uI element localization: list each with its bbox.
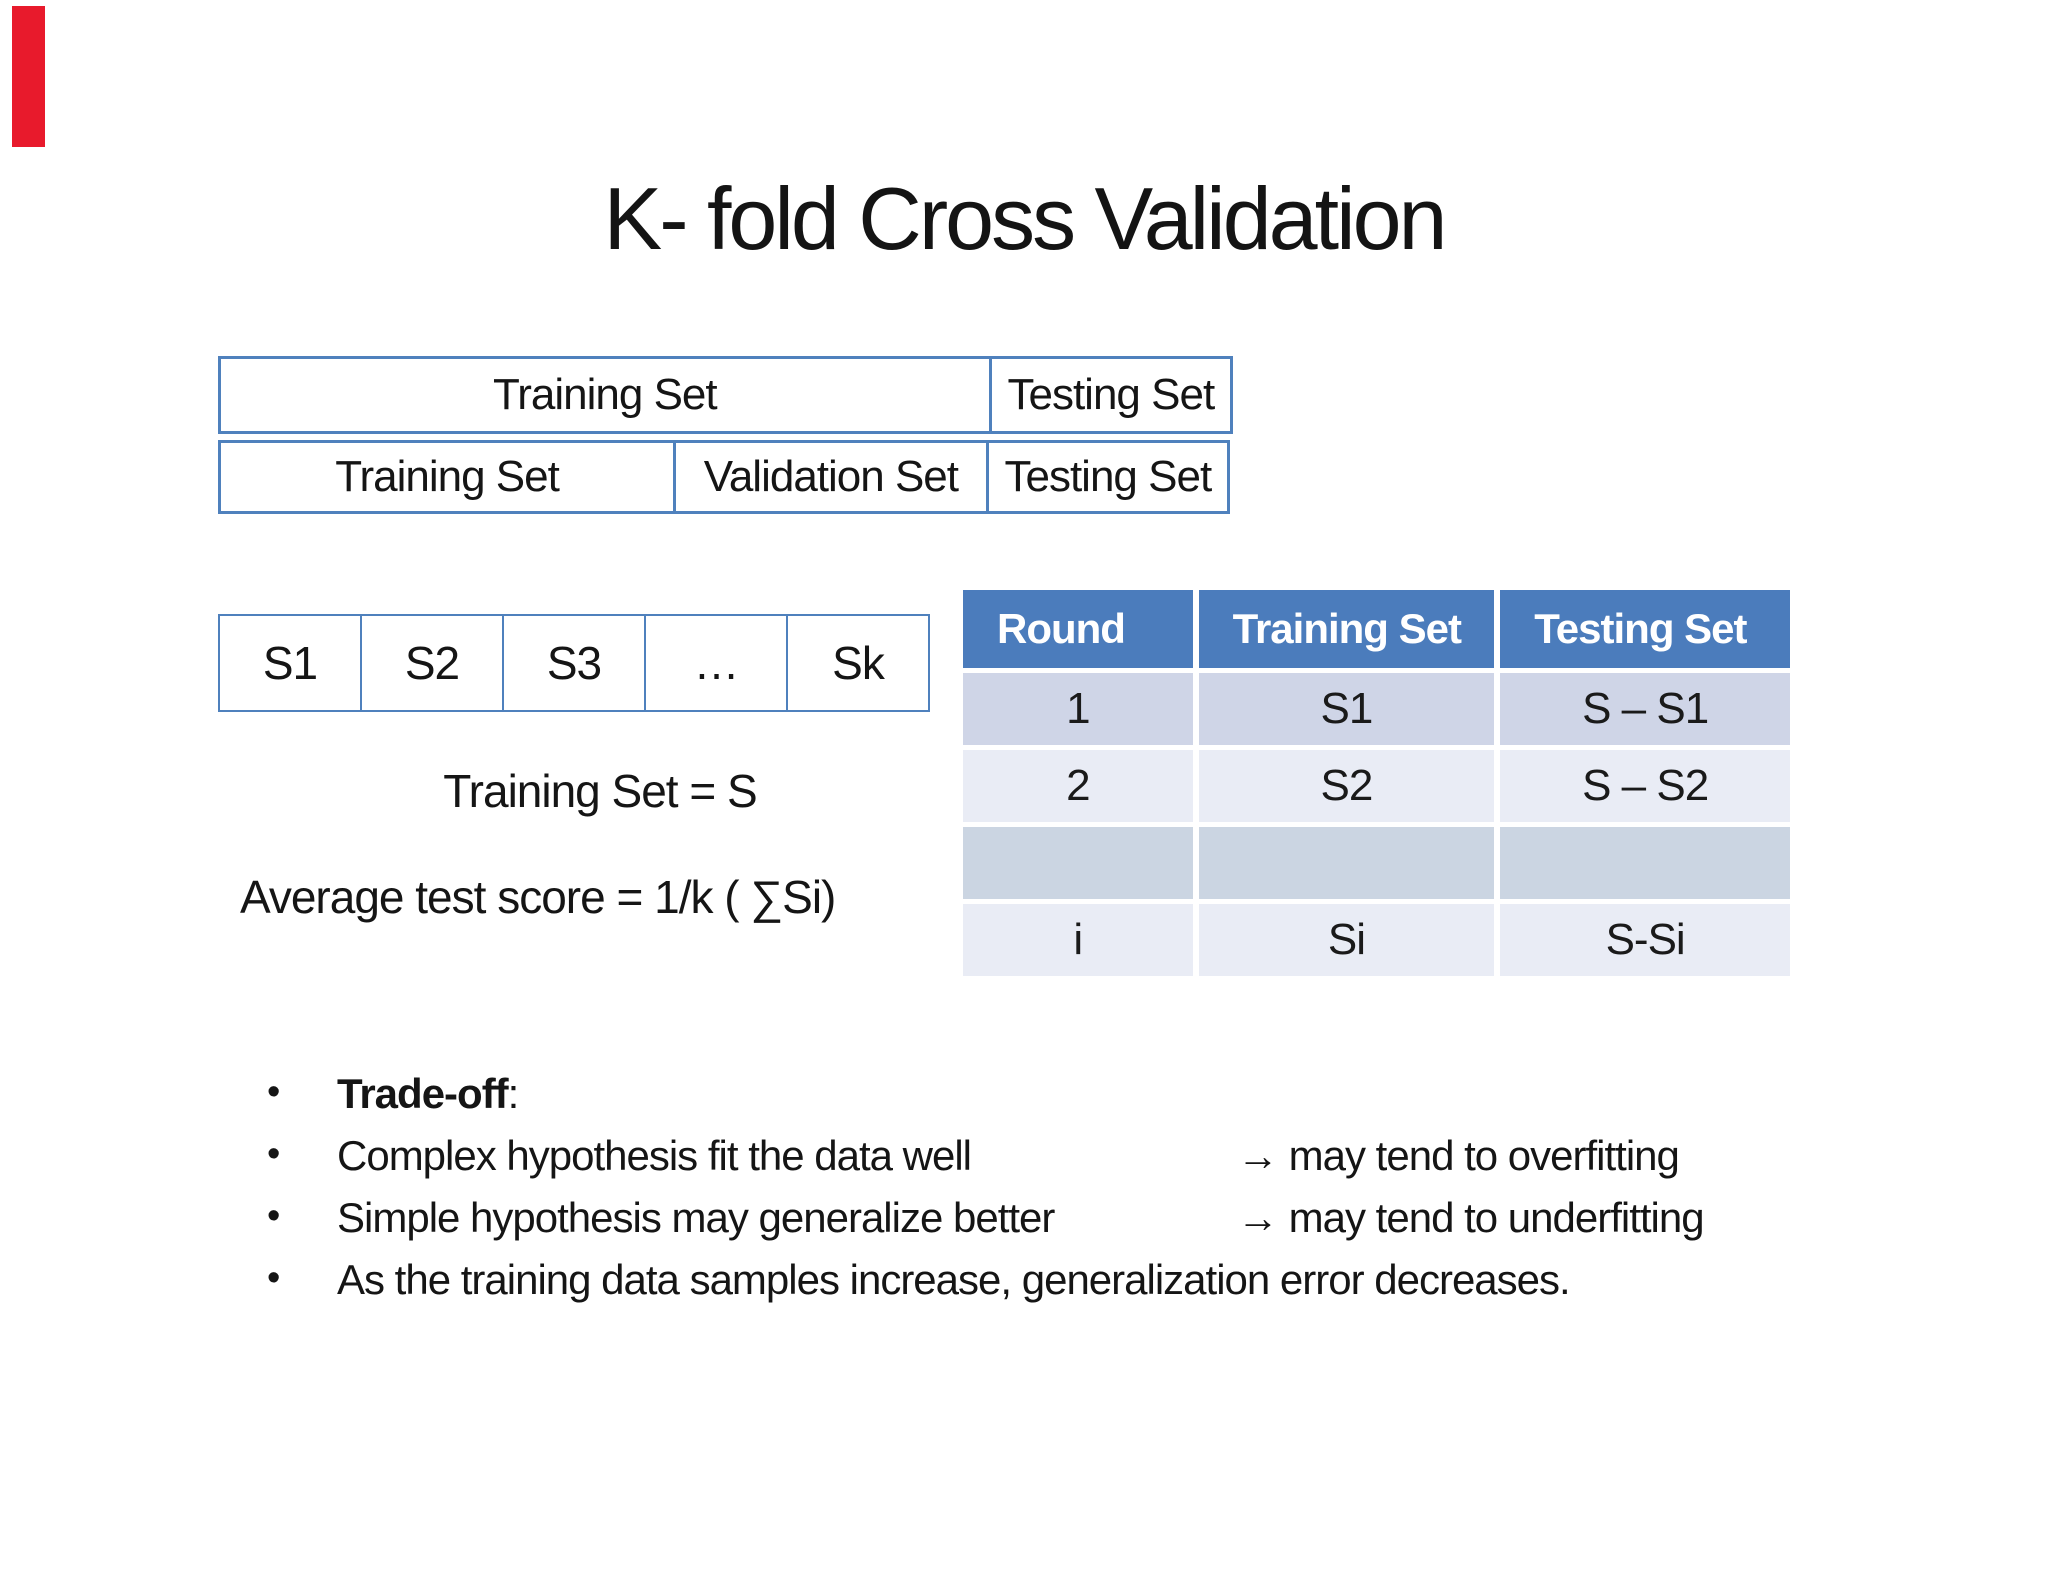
round-table-cell-r1-testing: S – S1 (1500, 673, 1790, 745)
bullet-lead-tradeoff: Trade-off (337, 1070, 509, 1117)
slide-title: K- fold Cross Validation (603, 169, 1448, 268)
round-table-cell-r4-testing: S-Si (1500, 904, 1790, 976)
bullet-marker: • (267, 1194, 280, 1237)
fold-strip: S1 S2 S3 … Sk (218, 614, 930, 712)
round-table-cell-r2-testing: S – S2 (1500, 750, 1790, 822)
round-table-cell-r4-round: i (963, 904, 1193, 976)
holdout-cell-testing-1: Testing Set (988, 356, 1233, 434)
holdout-row-1: Training Set Testing Set (218, 356, 1236, 434)
bullet-note-underfitting: → may tend to underfitting (1237, 1194, 1705, 1241)
round-table-cell-r1-training: S1 (1198, 673, 1495, 745)
round-table-cell-r3-testing (1500, 827, 1790, 899)
round-table-cell-r4-training: Si (1198, 904, 1495, 976)
round-table: Round Training Set Testing Set 1 S1 S – … (963, 590, 1790, 976)
bullet-line-complex: • Complex hypothesis fit the data well →… (252, 1125, 1912, 1187)
holdout-cell-training-2: Training Set (218, 440, 677, 514)
fold-cell-s3: S3 (502, 614, 646, 712)
holdout-cell-training-1: Training Set (218, 356, 992, 434)
round-table-cell-r2-training: S2 (1198, 750, 1495, 822)
fold-cell-ellipsis: … (644, 614, 788, 712)
holdout-cell-validation-2: Validation Set (673, 440, 989, 514)
round-table-cell-r3-training (1198, 827, 1495, 899)
holdout-split-table: Training Set Testing Set Training Set Va… (218, 356, 1236, 514)
bullet-tradeoff-colon: : (507, 1070, 520, 1117)
bullet-marker: • (267, 1070, 280, 1113)
round-table-cell-r1-round: 1 (963, 673, 1193, 745)
bullet-line-tradeoff: • Trade-off: (252, 1063, 1912, 1125)
bullet-text-simple: Simple hypothesis may generalize better (337, 1194, 1055, 1241)
average-test-score-label: Average test score = 1/k ( ∑Si) (240, 871, 836, 923)
red-marker-bar (12, 6, 45, 147)
round-table-cell-r2-round: 2 (963, 750, 1193, 822)
fold-cell-sk: Sk (786, 614, 930, 712)
bullet-text-complex: Complex hypothesis fit the data well (337, 1132, 972, 1179)
holdout-row-2: Training Set Validation Set Testing Set (218, 440, 1236, 514)
round-table-header-testing: Testing Set (1500, 590, 1790, 668)
fold-cell-s1: S1 (218, 614, 362, 712)
bullet-line-simple: • Simple hypothesis may generalize bette… (252, 1187, 1912, 1249)
bullet-note-overfitting: → may tend to overfitting (1237, 1132, 1680, 1179)
bullet-marker: • (267, 1132, 280, 1175)
fold-cell-s2: S2 (360, 614, 504, 712)
round-table-cell-r3-round (963, 827, 1193, 899)
training-set-equals-label: Training Set = S (443, 765, 757, 817)
bullet-list: • Trade-off: • Complex hypothesis fit th… (252, 1063, 1912, 1311)
bullet-line-samples: • As the training data samples increase,… (252, 1249, 1912, 1311)
bullet-text-samples: As the training data samples increase, g… (337, 1256, 1571, 1303)
round-table-header-training: Training Set (1198, 590, 1495, 668)
bullet-marker: • (267, 1256, 280, 1299)
round-table-header-round: Round (963, 590, 1193, 668)
holdout-cell-testing-2: Testing Set (985, 440, 1230, 514)
